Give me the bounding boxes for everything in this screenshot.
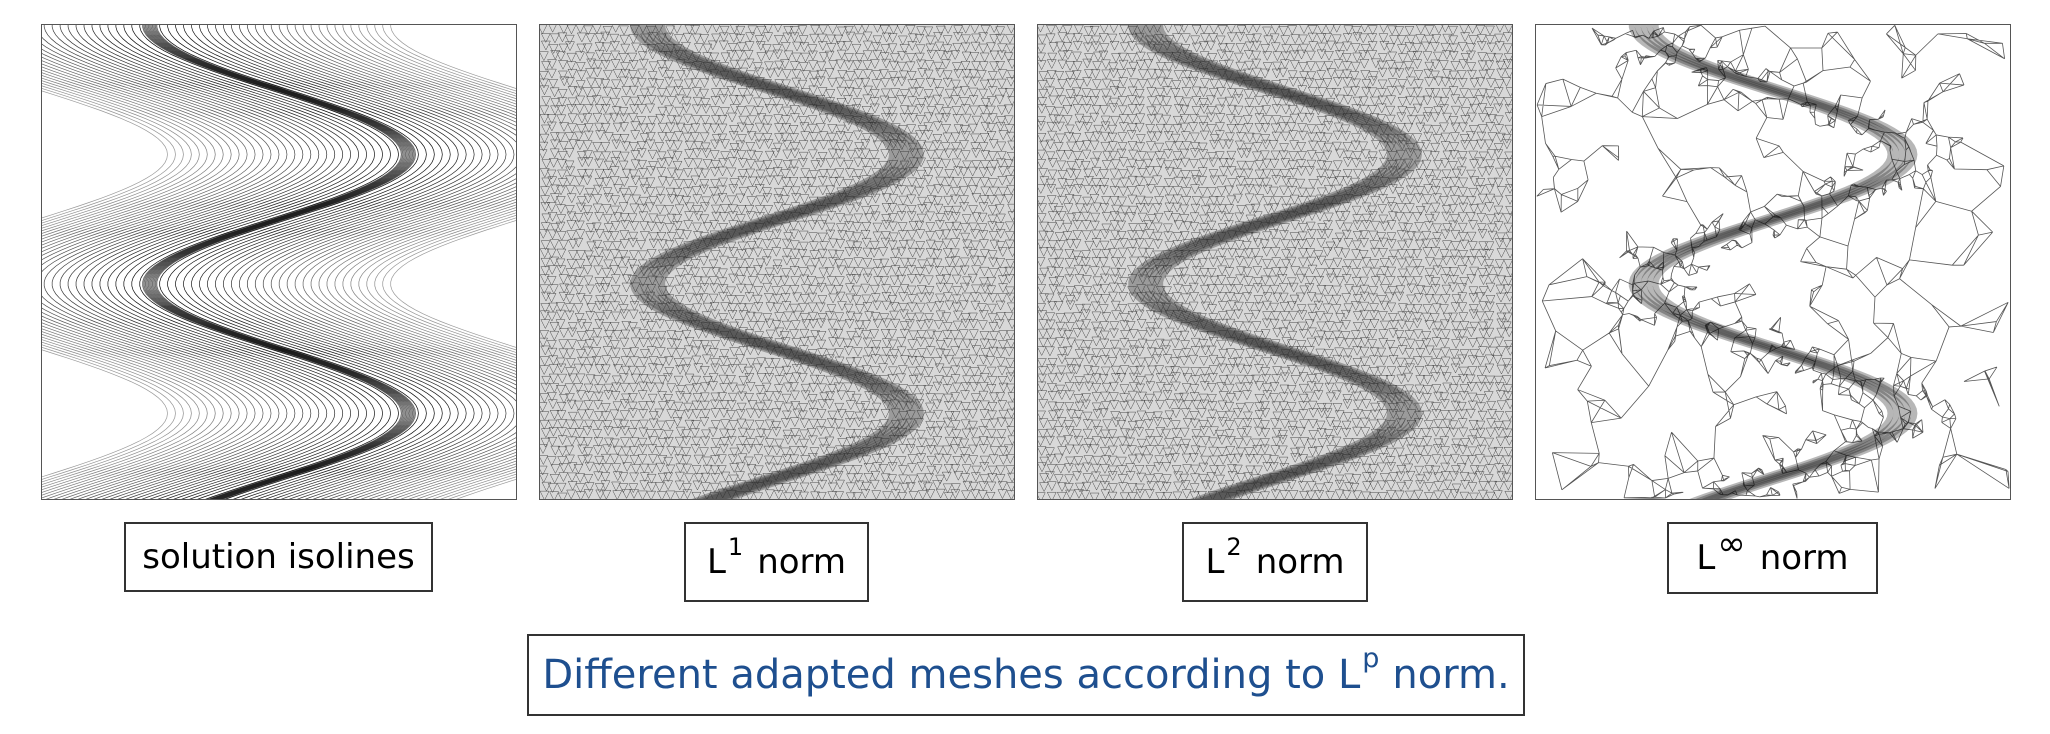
isolines-plot bbox=[42, 25, 516, 499]
isolines-panel bbox=[41, 24, 517, 500]
l2-mesh-plot bbox=[1038, 25, 1512, 499]
label-text: solution isolines bbox=[142, 537, 415, 577]
label-rest: norm bbox=[1759, 538, 1849, 578]
l1-mesh-panel bbox=[539, 24, 1015, 500]
label-linf-norm: L ∞ norm bbox=[1667, 522, 1878, 594]
caption-rest: norm. bbox=[1392, 652, 1510, 698]
l2-mesh-panel bbox=[1037, 24, 1513, 500]
label-solution-isolines: solution isolines bbox=[124, 522, 433, 592]
label-base: L bbox=[706, 542, 726, 582]
label-superscript: ∞ bbox=[1717, 524, 1746, 564]
linf-mesh-plot bbox=[1536, 25, 2010, 499]
l1-mesh-plot bbox=[540, 25, 1014, 499]
linf-mesh-panel bbox=[1535, 24, 2011, 500]
caption-superscript: p bbox=[1362, 642, 1380, 674]
label-base: L bbox=[1696, 538, 1716, 578]
label-base: L bbox=[1205, 542, 1225, 582]
label-rest: norm bbox=[757, 542, 847, 582]
label-superscript: 1 bbox=[727, 533, 744, 561]
label-l1-norm: L 1 norm bbox=[684, 522, 869, 602]
label-l2-norm: L 2 norm bbox=[1182, 522, 1368, 602]
label-superscript: 2 bbox=[1226, 533, 1242, 561]
caption-text: Different adapted meshes according to L bbox=[542, 652, 1361, 698]
label-rest: norm bbox=[1255, 542, 1345, 582]
